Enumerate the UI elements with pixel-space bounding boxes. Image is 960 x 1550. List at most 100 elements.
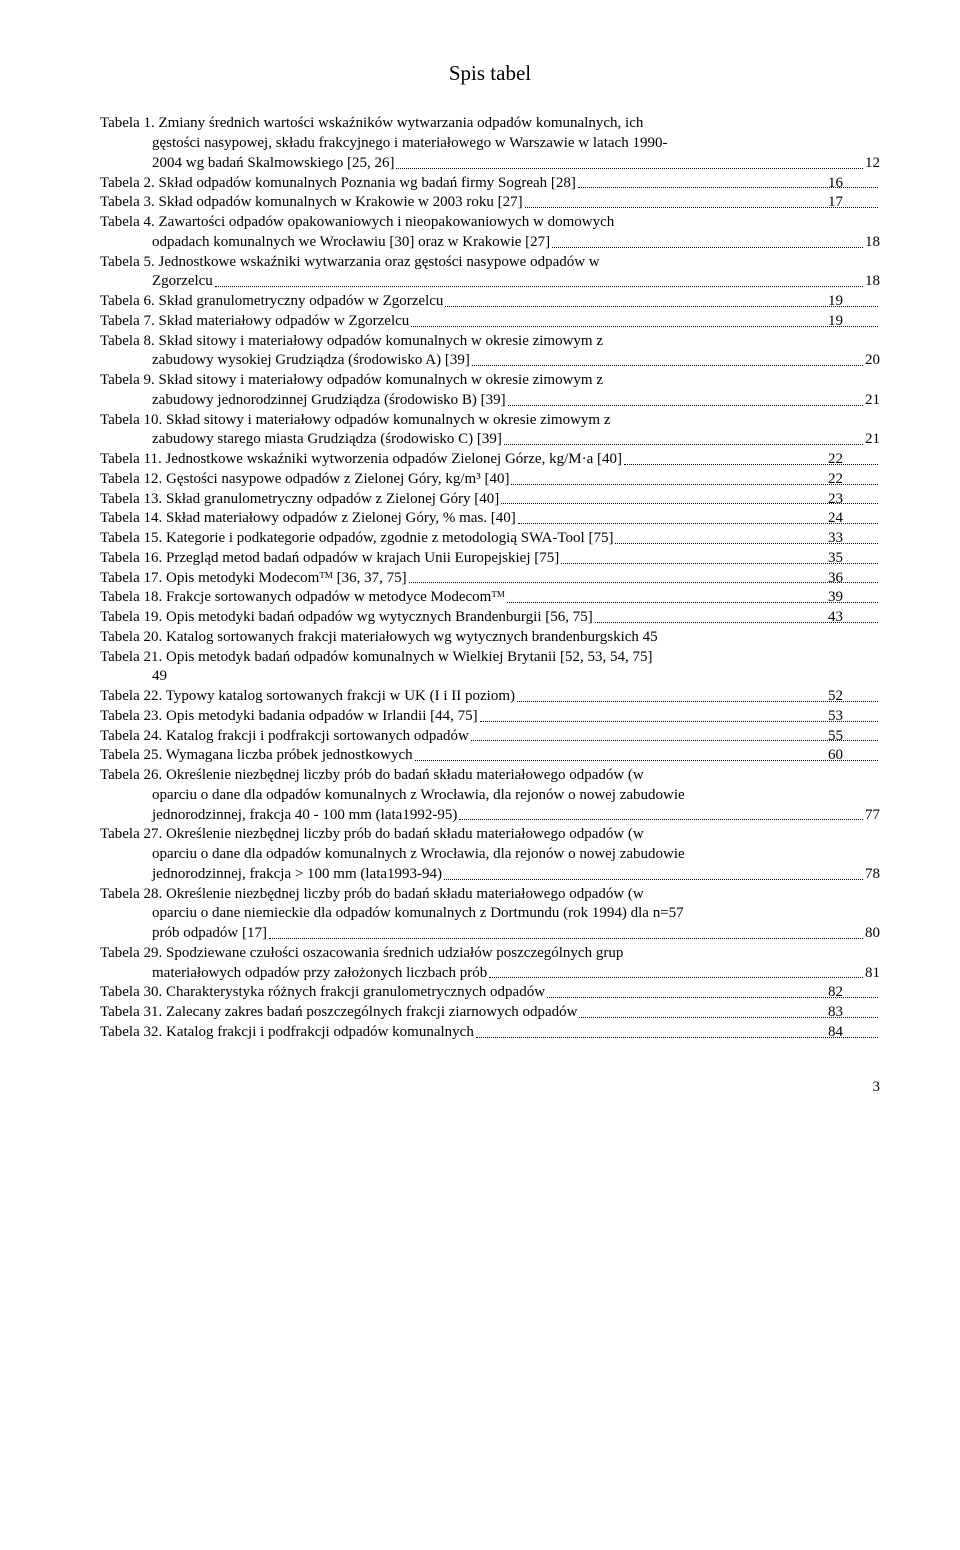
toc-entry-row: Tabela 4. Zawartości odpadów opakowaniow…	[100, 213, 880, 232]
toc-entry-row: Tabela 12. Gęstości nasypowe odpadów z Z…	[100, 470, 880, 489]
toc-entry-row: odpadach komunalnych we Wrocławiu [30] o…	[100, 233, 880, 252]
toc-entry-text: oparciu o dane niemieckie dla odpadów ko…	[152, 904, 684, 923]
toc-entry-row: Tabela 11. Jednostkowe wskaźniki wytworz…	[100, 450, 880, 469]
toc-entry-text: Tabela 25. Wymagana liczba próbek jednos…	[152, 746, 413, 765]
toc-leader	[409, 582, 878, 583]
toc-entry-row: Tabela 23. Opis metodyki badania odpadów…	[100, 707, 880, 726]
toc-entry-row: Tabela 10. Skład sitowy i materiałowy od…	[100, 411, 880, 430]
toc-leader	[476, 1037, 878, 1038]
toc-entry-text: Tabela 23. Opis metodyki badania odpadów…	[152, 707, 478, 726]
toc-leader	[396, 168, 863, 169]
toc-entry-text: Tabela 21. Opis metodyk badań odpadów ko…	[152, 648, 653, 667]
toc-entry-page: 78	[865, 865, 880, 884]
toc-entry-row: Tabela 3. Skład odpadów komunalnych w Kr…	[100, 193, 880, 212]
toc-entry-text: Tabela 13. Skład granulometryczny odpadó…	[152, 490, 499, 509]
toc-entry-text: Tabela 4. Zawartości odpadów opakowaniow…	[152, 213, 614, 232]
toc-leader	[508, 405, 863, 406]
toc-entry-text: Tabela 26. Określenie niezbędnej liczby …	[152, 766, 644, 785]
toc-leader	[269, 938, 863, 939]
toc-entry-row: Tabela 2. Skład odpadów komunalnych Pozn…	[100, 174, 880, 193]
toc-entry-row: Tabela 32. Katalog frakcji i podfrakcji …	[100, 1023, 880, 1042]
toc-entry-text: jednorodzinnej, frakcja > 100 mm (lata19…	[152, 865, 442, 884]
page-number: 3	[100, 1078, 880, 1097]
toc-entry-text: Tabela 7. Skład materiałowy odpadów w Zg…	[152, 312, 409, 331]
toc-leader	[415, 760, 878, 761]
toc-leader	[215, 286, 863, 287]
toc-leader	[480, 721, 878, 722]
page-title: Spis tabel	[100, 60, 880, 86]
toc-entry-row: Tabela 24. Katalog frakcji i podfrakcji …	[100, 727, 880, 746]
toc-entry-row: zabudowy wysokiej Grudziądza (środowisko…	[100, 351, 880, 370]
toc-leader	[459, 819, 863, 820]
toc-entry-text: odpadach komunalnych we Wrocławiu [30] o…	[152, 233, 550, 252]
toc-entry-text: Tabela 28. Określenie niezbędnej liczby …	[152, 885, 644, 904]
toc-entry-row: Tabela 21. Opis metodyk badań odpadów ko…	[100, 648, 880, 667]
toc-leader	[552, 247, 863, 248]
toc-entry-row: Tabela 20. Katalog sortowanych frakcji m…	[100, 628, 880, 647]
toc-entry-text: Tabela 12. Gęstości nasypowe odpadów z Z…	[152, 470, 509, 489]
toc-entry-row: 49	[100, 667, 880, 686]
toc-entry-page: 20	[865, 351, 880, 370]
toc-entry-row: Tabela 30. Charakterystyka różnych frakc…	[100, 983, 880, 1002]
toc-leader	[501, 503, 878, 504]
toc-leader	[511, 484, 878, 485]
toc-leader	[518, 523, 878, 524]
toc-entry-text: oparciu o dane dla odpadów komunalnych z…	[152, 845, 685, 864]
toc-entry-page: 80	[865, 924, 880, 943]
toc-entry-text: prób odpadów [17]	[152, 924, 267, 943]
toc-entry-row: Tabela 8. Skład sitowy i materiałowy odp…	[100, 332, 880, 351]
toc-entry-row: oparciu o dane niemieckie dla odpadów ko…	[100, 904, 880, 923]
toc-entry-row: gęstości nasypowej, składu frakcyjnego i…	[100, 134, 880, 153]
toc-leader	[411, 326, 878, 327]
toc-entry-row: Tabela 5. Jednostkowe wskaźniki wytwarza…	[100, 253, 880, 272]
toc-entry-row: oparciu o dane dla odpadów komunalnych z…	[100, 786, 880, 805]
toc-entry-row: Tabela 31. Zalecany zakres badań poszcze…	[100, 1003, 880, 1022]
toc-entry-row: materiałowych odpadów przy założonych li…	[100, 964, 880, 983]
toc-entry-row: Tabela 19. Opis metodyki badań odpadów w…	[100, 608, 880, 627]
toc-entry-text: Tabela 29. Spodziewane czułości oszacowa…	[152, 944, 623, 963]
toc-entry-text: zabudowy starego miasta Grudziądza (środ…	[152, 430, 502, 449]
toc-entry-text: Tabela 14. Skład materiałowy odpadów z Z…	[152, 509, 516, 528]
toc-entry-row: Tabela 26. Określenie niezbędnej liczby …	[100, 766, 880, 785]
toc-entry-text: Tabela 24. Katalog frakcji i podfrakcji …	[152, 727, 469, 746]
toc-entry-text: Tabela 3. Skład odpadów komunalnych w Kr…	[152, 193, 523, 212]
toc-entry-text: Tabela 11. Jednostkowe wskaźniki wytworz…	[152, 450, 622, 469]
toc-entry-text: Tabela 27. Określenie niezbędnej liczby …	[152, 825, 644, 844]
toc-entry-row: Tabela 22. Typowy katalog sortowanych fr…	[100, 687, 880, 706]
toc-entry-row: Tabela 7. Skład materiałowy odpadów w Zg…	[100, 312, 880, 331]
toc-entry-text: 2004 wg badań Skalmowskiego [25, 26]	[152, 154, 394, 173]
toc-entry-text: Tabela 6. Skład granulometryczny odpadów…	[152, 292, 443, 311]
toc-entry-page: 18	[865, 272, 880, 291]
toc-entry-text: Tabela 22. Typowy katalog sortowanych fr…	[152, 687, 515, 706]
toc-entry-row: Tabela 16. Przegląd metod badań odpadów …	[100, 549, 880, 568]
toc-entry-row: zabudowy starego miasta Grudziądza (środ…	[100, 430, 880, 449]
toc-leader	[444, 879, 863, 880]
toc-entry-text: Tabela 18. Frakcje sortowanych odpadów w…	[152, 588, 505, 607]
toc-entry-page: 12	[865, 154, 880, 173]
toc-entry-text: Tabela 31. Zalecany zakres badań poszcze…	[152, 1003, 577, 1022]
toc-entry-text: Tabela 20. Katalog sortowanych frakcji m…	[152, 628, 658, 647]
toc-entry-row: Tabela 14. Skład materiałowy odpadów z Z…	[100, 509, 880, 528]
toc-entry-row: Tabela 25. Wymagana liczba próbek jednos…	[100, 746, 880, 765]
toc-entry-text: Tabela 19. Opis metodyki badań odpadów w…	[152, 608, 593, 627]
toc-entry-row: Tabela 6. Skład granulometryczny odpadów…	[100, 292, 880, 311]
toc-entry-text: materiałowych odpadów przy założonych li…	[152, 964, 487, 983]
toc-entry-row: 2004 wg badań Skalmowskiego [25, 26] 12	[100, 154, 880, 173]
toc-leader	[471, 740, 878, 741]
toc-leader	[504, 444, 863, 445]
toc-leader	[472, 365, 863, 366]
toc-entry-text: Tabela 17. Opis metodyki Modecomᵀᴹ [36, …	[152, 569, 407, 588]
toc-entry-text: Tabela 5. Jednostkowe wskaźniki wytwarza…	[152, 253, 600, 272]
toc-entry-text: 49	[152, 667, 167, 686]
toc-entry-text: Tabela 8. Skład sitowy i materiałowy odp…	[152, 332, 603, 351]
toc-leader	[517, 701, 878, 702]
table-of-contents: Tabela 1. Zmiany średnich wartości wskaź…	[100, 114, 880, 1041]
toc-entry-row: Tabela 18. Frakcje sortowanych odpadów w…	[100, 588, 880, 607]
toc-entry-row: prób odpadów [17] 80	[100, 924, 880, 943]
toc-entry-text: Tabela 2. Skład odpadów komunalnych Pozn…	[152, 174, 576, 193]
toc-leader	[507, 602, 878, 603]
toc-entry-row: Tabela 28. Określenie niezbędnej liczby …	[100, 885, 880, 904]
toc-entry-page: 21	[865, 430, 880, 449]
toc-entry-text: oparciu o dane dla odpadów komunalnych z…	[152, 786, 685, 805]
toc-entry-text: jednorodzinnej, frakcja 40 - 100 mm (lat…	[152, 806, 457, 825]
